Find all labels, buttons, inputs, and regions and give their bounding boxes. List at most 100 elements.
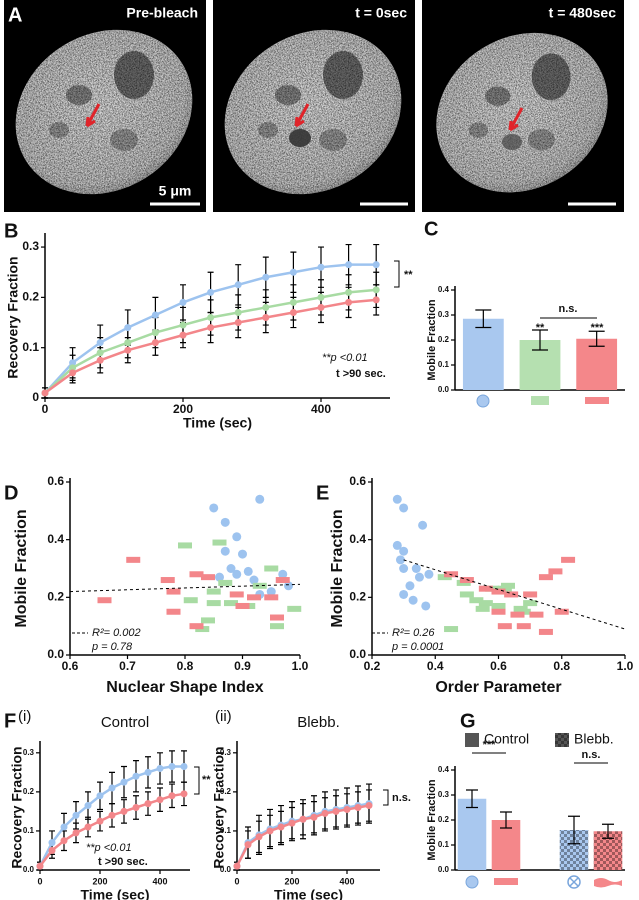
data-point [523,591,538,598]
data-point [478,600,493,607]
significance-bracket [383,789,389,806]
image-label: Pre-bleach [126,5,198,21]
data-point [189,623,204,630]
annotation: R²= 0.26 [392,627,435,639]
y-tick-label: 0.0 [47,647,64,661]
data-point [180,790,188,798]
data-point [287,605,302,612]
data-point [168,762,176,770]
data-point [238,549,247,559]
data-point [120,778,128,786]
panel-label: G [460,710,476,732]
data-point [317,263,325,271]
data-point [206,588,221,595]
y-tick-label: 0 [32,390,39,404]
data-point [126,556,141,563]
y-tick-label: 0.2 [438,815,450,824]
data-point [124,324,132,332]
annotation: n.s. [392,792,411,804]
data-point [206,600,221,607]
panel-label: E [316,482,329,504]
panel-label: D [4,482,18,504]
legend-swatch [555,733,569,747]
data-point [215,572,224,582]
chart-title: Control [101,714,149,731]
annotation: n.s. [582,749,601,761]
y-tick-label: 0.6 [349,474,366,488]
data-point [48,839,56,847]
chart-label: (i) [18,708,31,725]
data-point [36,862,44,870]
data-point [345,288,353,296]
data-point [365,802,373,810]
data-point [178,542,192,549]
error-bar [466,789,478,809]
y-tick-label: 0.2 [220,787,232,796]
error-bar [500,811,512,829]
panel-label: A [8,4,22,26]
y-tick-label: 0.1 [438,360,450,369]
data-point [120,807,128,815]
data-point [97,597,112,604]
data-point [491,608,506,615]
data-point [500,582,515,589]
data-point [255,833,263,841]
y-tick-label: 0.3 [438,790,450,799]
data-point [244,841,252,849]
data-point [392,494,402,504]
y-tick-label: 0.0 [438,865,450,874]
data-point [48,846,56,854]
data-point [278,569,288,579]
data-point [232,532,242,542]
data-point [266,827,274,835]
data-point [229,591,244,598]
data-point [529,611,544,618]
annotation: ** [536,322,545,334]
data-point [266,587,276,597]
data-point [60,823,68,831]
data-point [538,628,553,635]
data-point [538,574,553,581]
data-point [372,261,380,269]
error-bar [568,815,580,845]
data-point [275,577,290,584]
data-point [124,346,132,354]
annotation: R²= 0.002 [92,627,141,639]
data-point [60,837,68,845]
micrograph [0,0,223,227]
x-tick-label: 0.2 [364,659,381,673]
data-point [504,591,519,598]
data-point [399,503,409,513]
data-point [226,564,236,573]
x-tick-label: 0 [42,402,49,416]
data-point [218,579,233,586]
data-point [179,298,187,306]
data-point [234,308,242,316]
annotation: n.s. [559,303,578,315]
data-point [372,286,380,294]
data-point [262,303,270,311]
x-tick-label: 0.6 [490,659,507,673]
data-point [264,565,279,572]
data-point [220,517,230,527]
data-point [343,805,351,813]
y-tick-label: 0.2 [438,335,450,344]
data-point [270,614,284,621]
data-point [72,811,80,819]
data-point [132,772,140,780]
data-point [478,585,493,592]
data-point [201,617,215,624]
error-bar [602,823,614,839]
data-point [224,600,238,607]
data-point [392,540,402,550]
y-tick-label: 0.0 [220,865,232,874]
data-point [166,608,181,615]
y-axis-label: Recovery Fraction [9,746,25,868]
y-axis-label: Recovery Fraction [211,746,227,868]
data-point [243,566,253,576]
data-point [399,589,409,599]
y-axis-label: Mobile Fraction [426,779,438,861]
data-point [345,298,353,306]
scale-bar-label: 5 μm [159,183,192,199]
